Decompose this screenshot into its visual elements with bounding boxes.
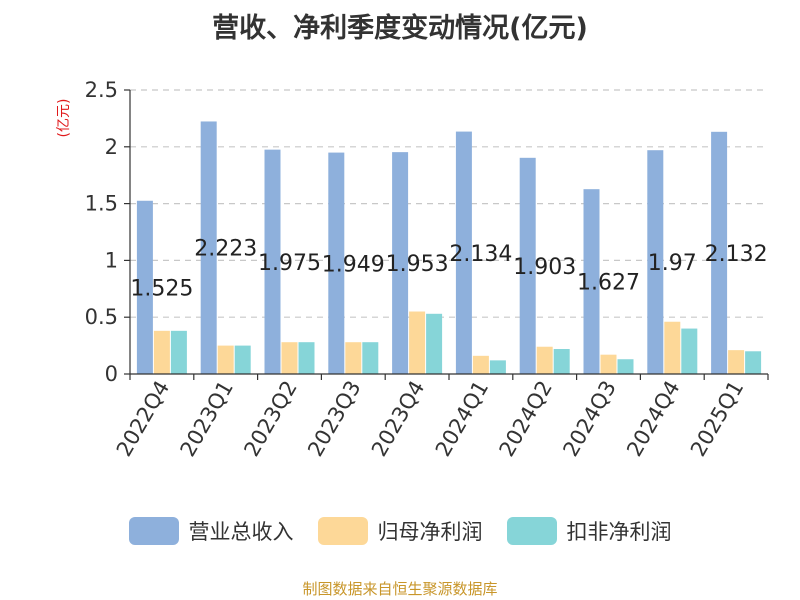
legend-swatch [317, 517, 368, 545]
x-tick-label: 2023Q1 [176, 377, 238, 461]
legend-item[interactable]: 扣非净利润 [506, 516, 672, 546]
data-label: 2.134 [449, 242, 512, 267]
bar-1 [647, 150, 664, 374]
y-tick-label: 0 [105, 362, 118, 386]
y-tick-label: 0.5 [85, 305, 118, 329]
legend-label: 扣非净利润 [566, 520, 672, 544]
chart-title: 营收、净利季度变动情况(亿元) [212, 13, 588, 44]
y-tick-label: 1.5 [85, 192, 118, 216]
x-tick-label: 2022Q4 [112, 377, 174, 461]
x-tick-label: 2024Q1 [431, 377, 493, 461]
bar-3 [298, 342, 315, 374]
legend-swatch [506, 517, 557, 545]
data-label: 1.975 [258, 251, 321, 276]
bar-2 [728, 350, 745, 374]
bar-2 [600, 354, 617, 374]
bar-1 [583, 189, 600, 374]
bar-1 [455, 131, 472, 374]
x-tick-label: 2023Q3 [303, 377, 365, 461]
bar-1 [200, 121, 217, 375]
x-tick-label: 2023Q4 [367, 377, 429, 461]
legend-item[interactable]: 营业总收入 [128, 516, 294, 546]
data-label: 1.97 [648, 251, 697, 276]
x-tick-label: 2023Q2 [239, 377, 301, 461]
x-tick-label: 2024Q3 [558, 377, 620, 461]
x-tick-label: 2024Q2 [495, 377, 557, 461]
y-tick-label: 1 [105, 248, 118, 272]
y-axis-label: (亿元) [56, 99, 72, 138]
bar-2 [409, 311, 426, 374]
y-tick-label: 2 [105, 135, 118, 159]
bar-2 [664, 321, 681, 374]
legend-label: 归母净利润 [377, 520, 483, 544]
source-note: 制图数据来自恒生聚源数据库 [302, 580, 498, 598]
bar-1 [328, 152, 345, 374]
bar-1 [519, 157, 536, 374]
data-label: 1.953 [386, 252, 449, 277]
bar-3 [234, 345, 251, 374]
x-tick-label: 2025Q1 [686, 377, 748, 461]
legend-item[interactable]: 归母净利润 [317, 516, 483, 546]
bar-2 [153, 330, 170, 374]
data-label: 2.223 [194, 237, 257, 262]
bar-3 [617, 359, 634, 374]
chart-legend: 营业总收入 归母净利润 扣非净利润 [0, 516, 800, 546]
legend-label: 营业总收入 [188, 520, 294, 544]
bar-1 [711, 131, 728, 374]
bar-2 [345, 342, 362, 374]
bar-3 [489, 360, 506, 374]
data-label: 2.132 [705, 242, 768, 267]
bar-1 [392, 152, 409, 374]
bar-2 [217, 345, 234, 374]
bar-2 [536, 346, 553, 374]
data-label: 1.525 [130, 276, 193, 301]
bar-3 [681, 328, 698, 374]
bar-3 [362, 342, 379, 374]
bar-2 [472, 355, 489, 374]
bar-3 [745, 351, 762, 374]
bar-3 [426, 313, 443, 374]
data-label: 1.627 [577, 271, 640, 296]
data-label: 1.949 [322, 252, 385, 277]
bar-2 [281, 342, 298, 374]
bar-1 [136, 200, 153, 374]
bar-1 [264, 149, 281, 374]
x-tick-label: 2024Q4 [622, 377, 684, 461]
y-tick-label: 2.5 [85, 78, 118, 102]
legend-swatch [128, 517, 179, 545]
bar-3 [170, 330, 187, 374]
data-label: 1.903 [513, 255, 576, 280]
bar-3 [553, 349, 570, 374]
